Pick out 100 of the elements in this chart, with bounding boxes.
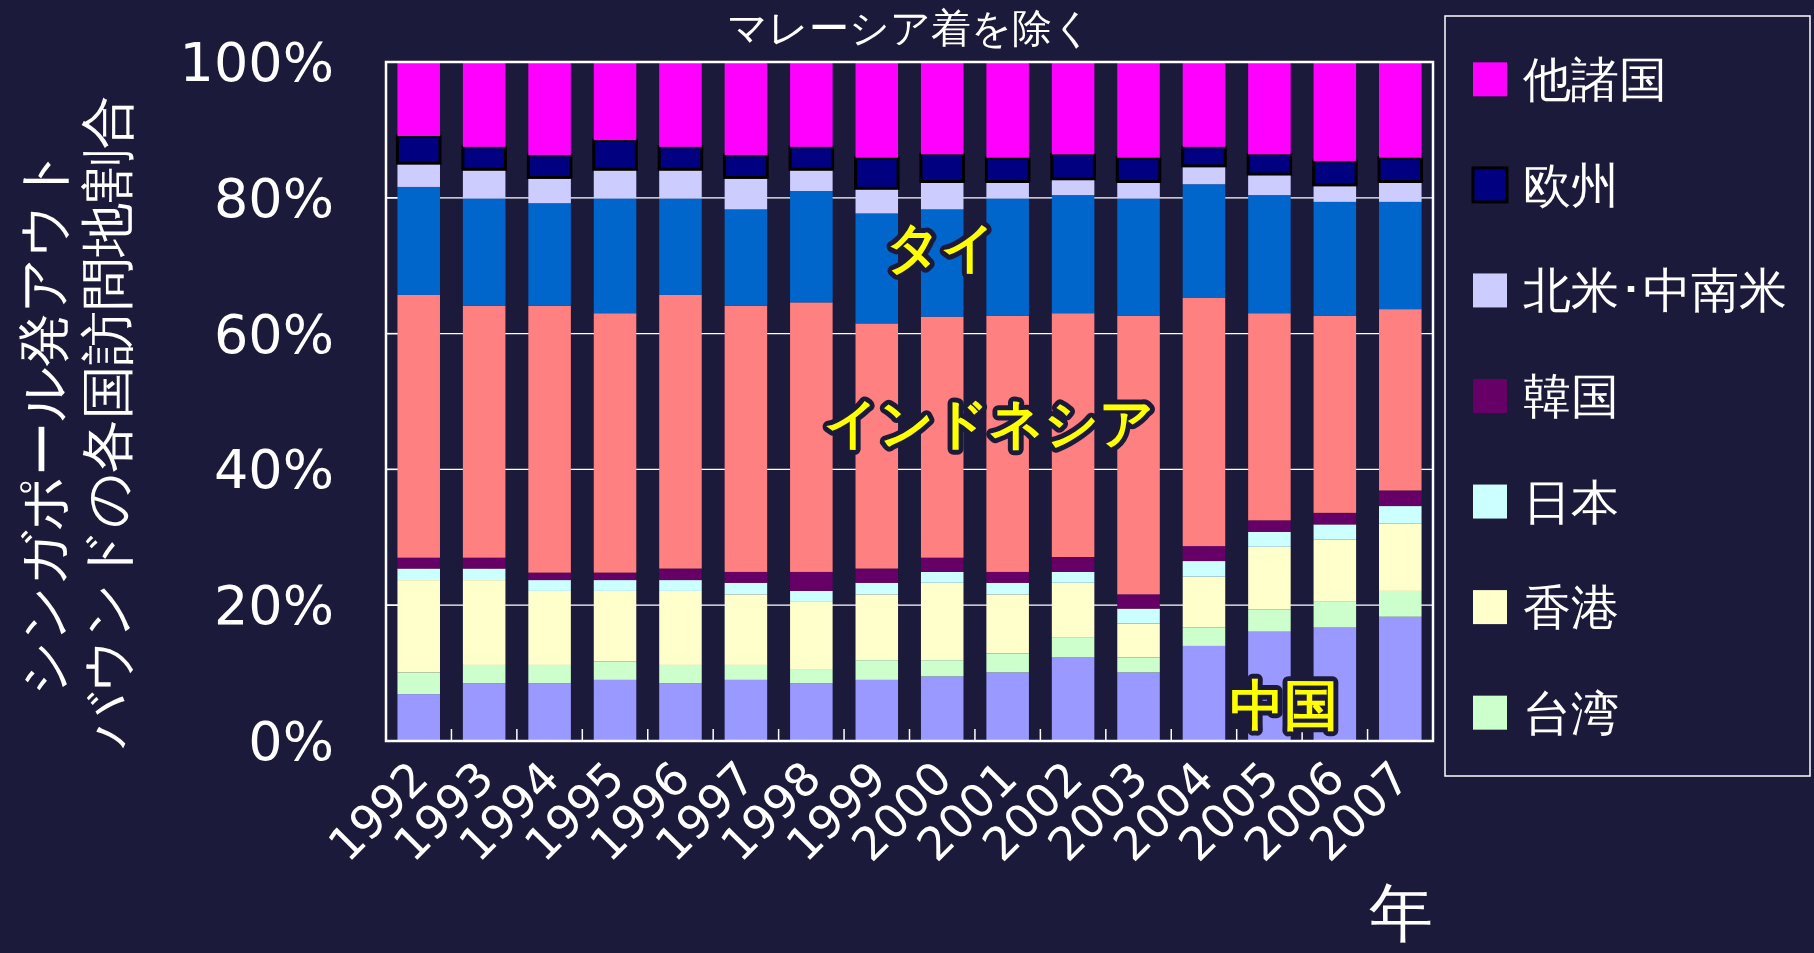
bar bbox=[1379, 506, 1422, 524]
bar bbox=[657, 145, 704, 171]
bar bbox=[659, 664, 702, 684]
bar bbox=[528, 177, 571, 204]
bar bbox=[659, 62, 702, 147]
bar bbox=[1248, 546, 1291, 610]
bar bbox=[1313, 601, 1357, 628]
bar bbox=[1379, 523, 1422, 591]
legend-label: 韓国 bbox=[1523, 368, 1619, 424]
bar bbox=[986, 594, 1029, 654]
bar bbox=[462, 62, 506, 147]
bar bbox=[397, 694, 440, 741]
bar bbox=[1182, 645, 1226, 741]
bar bbox=[986, 62, 1029, 158]
bar bbox=[1377, 156, 1424, 183]
y-tick-label: 20% bbox=[213, 574, 334, 638]
bar bbox=[920, 62, 964, 155]
bar bbox=[1051, 657, 1095, 741]
y-axis-title: シンガポール発アウトバウンドの各国訪問地割合 bbox=[12, 95, 139, 749]
bar bbox=[659, 294, 702, 569]
bar bbox=[790, 590, 833, 602]
bar bbox=[1182, 165, 1226, 185]
bar bbox=[528, 580, 571, 591]
bar bbox=[397, 62, 440, 137]
bar bbox=[1379, 590, 1422, 617]
bar bbox=[723, 153, 769, 179]
bar bbox=[593, 62, 637, 141]
bar bbox=[1117, 594, 1160, 609]
bar bbox=[593, 661, 637, 680]
bar bbox=[659, 568, 702, 581]
bar bbox=[724, 305, 768, 572]
bar bbox=[1248, 174, 1291, 196]
bar bbox=[920, 660, 964, 677]
bar bbox=[593, 169, 637, 199]
bar bbox=[1117, 657, 1160, 673]
bar bbox=[1051, 195, 1095, 314]
bar bbox=[528, 590, 571, 665]
bar bbox=[986, 198, 1029, 316]
bar bbox=[528, 664, 571, 684]
bar bbox=[724, 209, 768, 306]
bar bbox=[855, 62, 899, 158]
bar bbox=[1379, 490, 1422, 507]
bar bbox=[659, 169, 702, 199]
bar bbox=[1313, 201, 1357, 316]
bar bbox=[461, 145, 507, 171]
bar bbox=[1051, 178, 1095, 196]
bar bbox=[659, 590, 702, 665]
bar bbox=[528, 62, 571, 156]
bar bbox=[920, 676, 964, 741]
bar bbox=[528, 305, 571, 573]
bar bbox=[395, 134, 442, 165]
bar bbox=[788, 145, 835, 171]
bar bbox=[920, 582, 964, 661]
bar bbox=[724, 62, 768, 156]
bar bbox=[462, 198, 506, 306]
bar bbox=[1182, 561, 1226, 577]
bar bbox=[724, 571, 768, 583]
bar bbox=[790, 669, 833, 684]
y-tick-label: 40% bbox=[213, 438, 334, 502]
bar bbox=[1313, 62, 1357, 162]
bar bbox=[1181, 145, 1227, 168]
bar bbox=[1050, 152, 1096, 181]
bar bbox=[528, 203, 571, 306]
bar bbox=[1379, 616, 1422, 741]
legend-label: 香港 bbox=[1523, 579, 1619, 636]
bar bbox=[855, 594, 899, 661]
x-axis-title: 年 bbox=[1369, 876, 1433, 950]
bar bbox=[986, 672, 1029, 741]
bar bbox=[1248, 531, 1291, 547]
bar bbox=[986, 582, 1029, 595]
bar bbox=[593, 198, 637, 314]
y-tick-label: 100% bbox=[179, 31, 334, 94]
bar bbox=[920, 571, 964, 583]
bar bbox=[1051, 582, 1095, 638]
bar bbox=[855, 679, 899, 741]
bar bbox=[1248, 195, 1291, 314]
bar bbox=[1379, 181, 1422, 202]
bar bbox=[1246, 152, 1293, 176]
bar bbox=[1312, 159, 1358, 187]
bar bbox=[854, 156, 900, 190]
bar bbox=[1051, 556, 1095, 572]
bar bbox=[1248, 62, 1291, 155]
bar bbox=[593, 590, 637, 662]
bar bbox=[1182, 546, 1226, 562]
bar bbox=[1248, 609, 1291, 632]
bar bbox=[659, 683, 702, 741]
bar bbox=[528, 572, 571, 581]
bar bbox=[593, 313, 637, 573]
bar bbox=[592, 138, 638, 171]
bar bbox=[724, 679, 768, 741]
bar bbox=[593, 580, 637, 591]
legend-label: 他諸国 bbox=[1523, 51, 1667, 108]
bar bbox=[790, 601, 833, 670]
bar bbox=[528, 683, 571, 741]
legend-label: 北米･中南米 bbox=[1523, 262, 1787, 319]
bar bbox=[462, 305, 506, 558]
y-tick-label: 60% bbox=[213, 302, 334, 366]
bar bbox=[397, 568, 440, 581]
bar bbox=[1182, 627, 1226, 646]
bar bbox=[855, 568, 899, 583]
